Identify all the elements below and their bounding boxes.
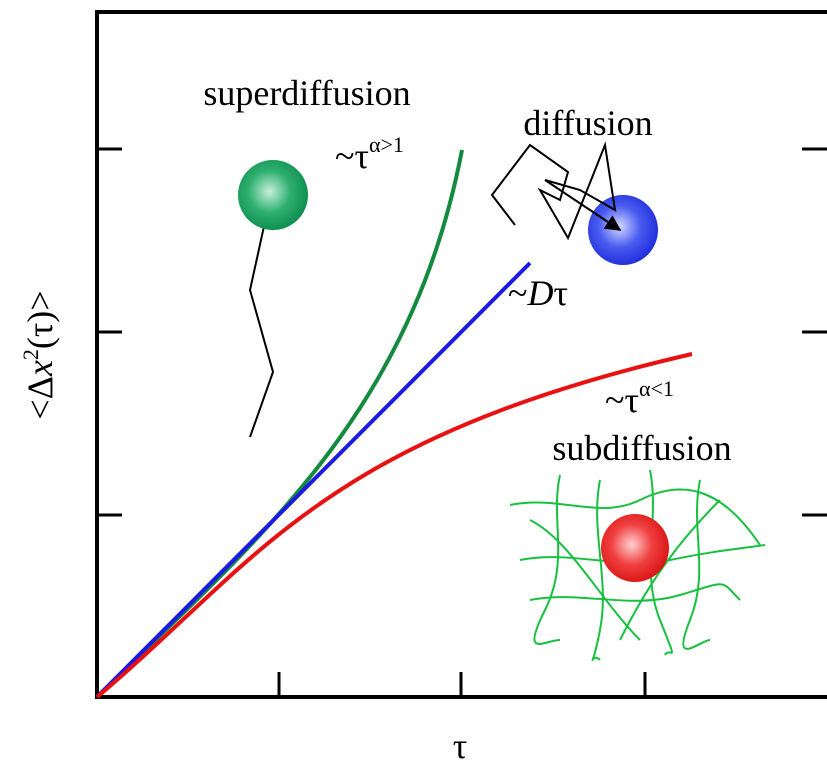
subdiffusion-curve [95,352,693,699]
label: subdiffusion [552,428,731,468]
label: superdiffusion [203,73,410,113]
y-axis-label: <Δx2(τ)> [18,290,60,419]
random-walk [490,141,622,241]
polymer-network [509,469,766,661]
superdiffusion-curve [95,149,464,699]
label: diffusion [523,103,652,143]
label: ~Dτ [508,273,568,313]
diffusion-curve [95,261,532,699]
label: ~τα>1 [335,132,404,176]
green-particle [238,160,308,230]
axes [95,10,827,699]
random-walk [248,188,277,438]
x-axis-label: τ [453,726,467,766]
blue-particle [588,195,658,265]
red-particle [601,514,669,582]
label: ~τα<1 [605,376,674,420]
curves [95,149,693,699]
